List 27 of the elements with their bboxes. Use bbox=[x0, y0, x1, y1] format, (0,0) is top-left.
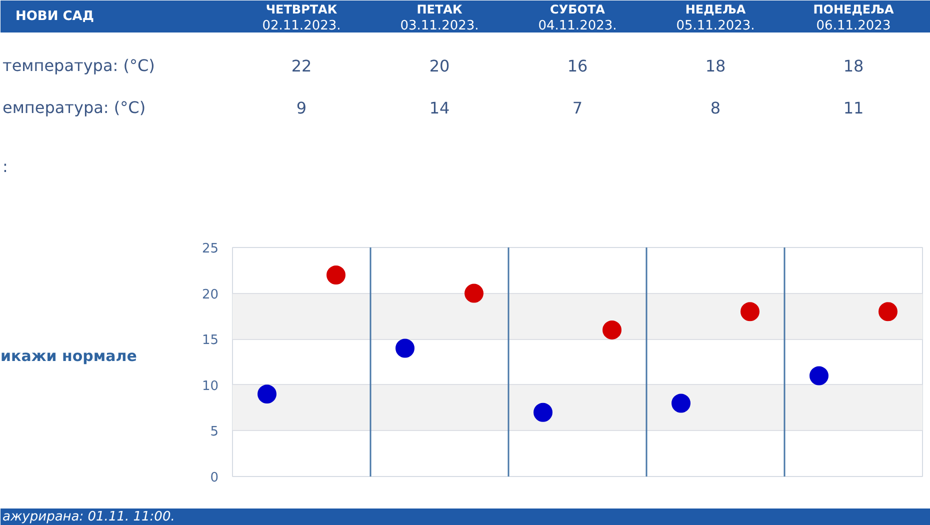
text: ПЕТАК 03.11.2023. bbox=[400, 2, 479, 34]
text: СУБОТА 04.11.2023. bbox=[538, 2, 617, 34]
text: ажурирана: 01.11. 11:00. bbox=[2, 510, 175, 524]
y-tick-label: 5 bbox=[210, 424, 219, 440]
data-label: 22 bbox=[291, 56, 312, 76]
data-label: 16 bbox=[567, 56, 588, 76]
y-tick-label: 0 bbox=[210, 470, 219, 486]
text: НЕДЕЉА 05.11.2023. bbox=[676, 2, 755, 34]
y-tick-label: 20 bbox=[202, 287, 219, 302]
y-tick-label: 10 bbox=[202, 378, 219, 394]
data-label: 18 bbox=[705, 56, 726, 76]
text: емпература: (°C) bbox=[2, 98, 146, 117]
data-label: 11 bbox=[843, 98, 864, 118]
data-label: 9 bbox=[296, 98, 307, 118]
data-label: 7 bbox=[572, 98, 583, 118]
text: температура: (°C) bbox=[2, 56, 155, 75]
text: икажи нормале bbox=[0, 347, 137, 366]
data-label: 20 bbox=[429, 56, 450, 76]
data-label: 18 bbox=[843, 56, 864, 76]
y-tick-label: 15 bbox=[202, 333, 219, 348]
text: ЧЕТВРТАК 02.11.2023. bbox=[262, 2, 341, 34]
text: ПОНЕДЕЉА 06.11.2023 bbox=[813, 2, 894, 34]
text: : bbox=[2, 157, 8, 176]
y-tick-label: 25 bbox=[202, 242, 219, 256]
text: НОВИ САД bbox=[16, 9, 94, 24]
data-label: 14 bbox=[429, 98, 450, 118]
data-label: 8 bbox=[710, 98, 721, 118]
